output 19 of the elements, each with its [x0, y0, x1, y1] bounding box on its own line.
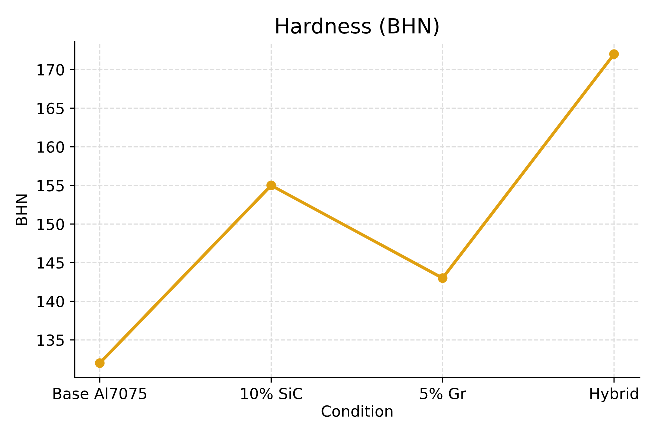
y-tick-label: 145: [38, 258, 64, 269]
y-tick-label: 155: [38, 180, 64, 192]
y-tick-label: 135: [38, 334, 64, 346]
x-tick-label: Base Al7075: [54, 388, 147, 400]
y-tick-label: 170: [38, 64, 64, 76]
y-tick-label: 150: [38, 218, 64, 230]
x-tick-label: 10% SiC: [241, 388, 302, 400]
point: [95, 358, 105, 368]
point: [266, 180, 276, 191]
point: [438, 273, 448, 284]
x-tick-label: 5% Gr: [420, 388, 466, 400]
y-tick-label: 165: [38, 102, 64, 114]
chart-title: Hardness (BHN): [276, 18, 439, 36]
y-tick-label: 140: [38, 296, 64, 308]
point: [609, 49, 620, 60]
x-axis-title: Condition: [322, 405, 393, 418]
x-tick-label: Hybrid: [590, 388, 638, 403]
y-tick-label: 160: [38, 142, 64, 154]
y-axis-title: BHN: [16, 194, 28, 226]
